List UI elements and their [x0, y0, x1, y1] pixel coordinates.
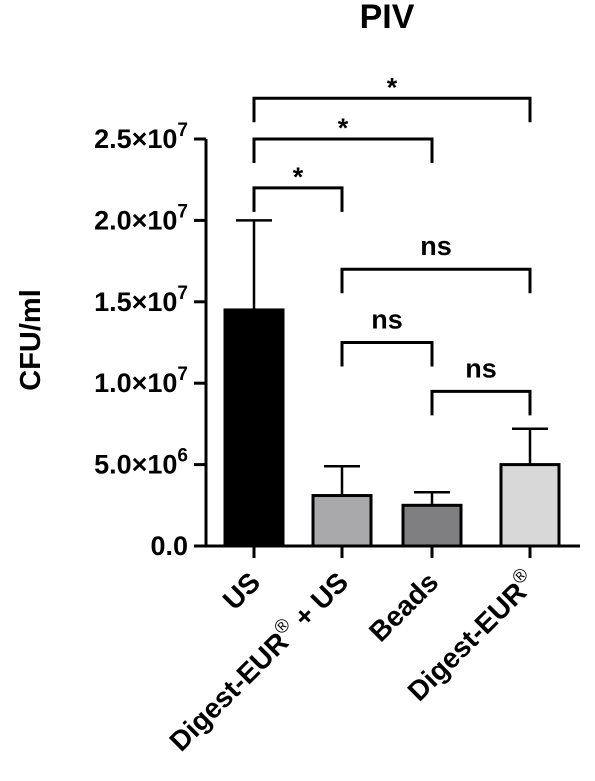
bar-2 [401, 503, 463, 548]
bracket-label-2: * [293, 162, 304, 192]
x-tick-label-2: Beads [363, 566, 444, 647]
chart-title: PIV [360, 0, 415, 36]
bar-0 [223, 308, 285, 548]
bars [223, 308, 561, 548]
bracket-0 [252, 96, 532, 123]
error-bars [236, 219, 548, 506]
y-tick-label: 2.5×107 [94, 120, 188, 154]
bracket-label-3: ns [420, 231, 452, 261]
bracket-4 [340, 341, 434, 367]
bracket-label-1: * [338, 113, 349, 143]
y-tick-label: 5.0×106 [94, 446, 188, 480]
bracket-2 [252, 186, 344, 212]
bracket-label-5: ns [465, 353, 497, 383]
bracket-5 [430, 389, 532, 416]
x-tick-label-0: US [217, 566, 266, 615]
bracket-label-4: ns [371, 305, 403, 335]
y-tick-label: 0.0 [150, 531, 188, 561]
bracket-label-0: * [387, 72, 398, 102]
y-tick-label: 2.0×107 [94, 201, 188, 235]
significance-brackets: * * * ns ns ns [252, 72, 532, 416]
bracket-3 [340, 267, 532, 294]
y-tick-label: 1.0×107 [94, 364, 188, 398]
bracket-1 [252, 137, 434, 163]
y-axis-label: CFU/ml [15, 289, 47, 391]
bar-3 [499, 463, 561, 548]
bar-1 [311, 494, 373, 548]
y-axis: 0.0 5.0×106 1.0×107 1.5×107 2.0×107 2.5×107 [94, 120, 208, 561]
y-tick-label: 1.5×107 [94, 283, 188, 317]
